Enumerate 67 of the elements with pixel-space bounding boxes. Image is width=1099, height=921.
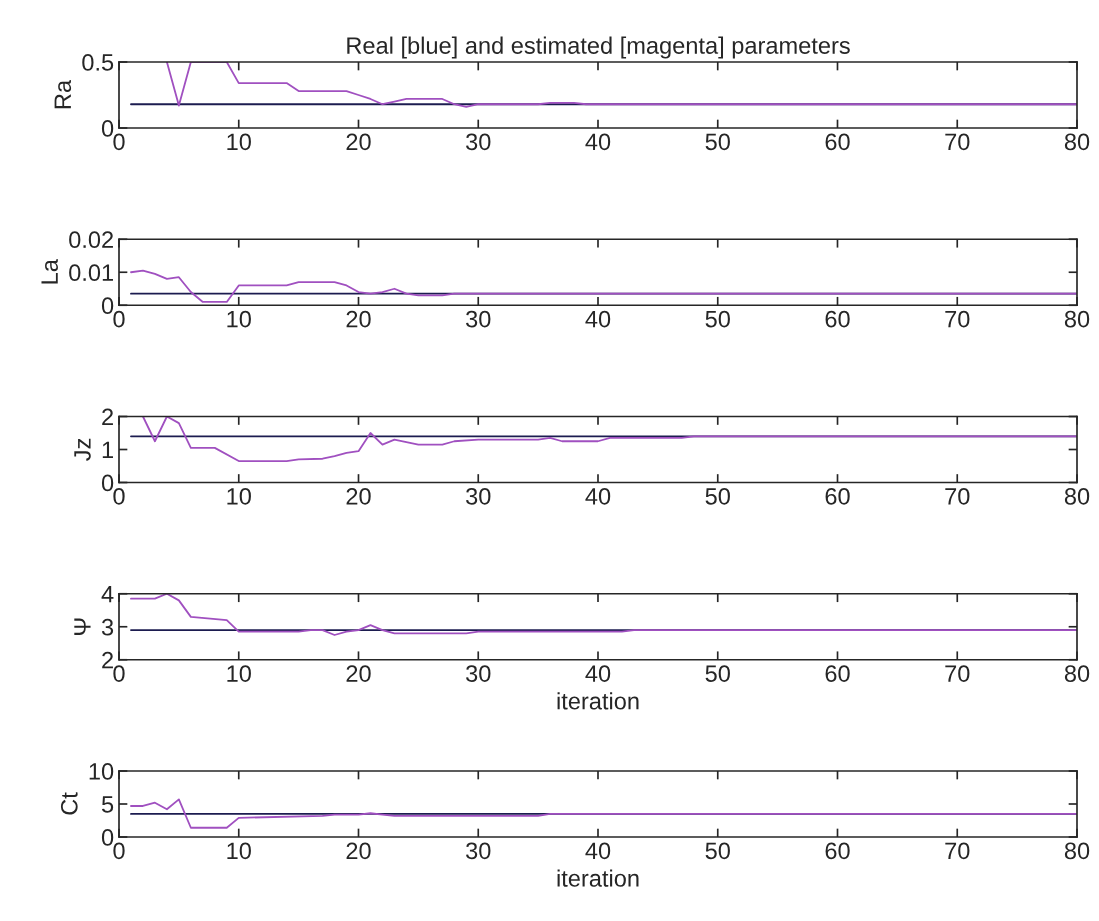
y-axis-title: Ra	[54, 79, 72, 109]
x-tick-label: 50	[705, 842, 730, 860]
x-tick-label: 0	[113, 310, 125, 328]
x-tick-label: 60	[825, 133, 850, 151]
x-tick-label: 70	[945, 842, 970, 860]
y-tick-label: 2	[102, 408, 113, 426]
x-tick-label: 60	[825, 487, 850, 505]
x-tick-label: 40	[585, 665, 611, 682]
y-tick-label: 0	[101, 297, 114, 315]
chart-title: Real [blue] and estimated [magenta] parameters	[347, 36, 850, 59]
x-tick-label: 20	[346, 487, 371, 505]
x-tick-label: 80	[1064, 310, 1090, 328]
x-tick-label: 0	[113, 842, 125, 860]
x-axis-title: iteration	[557, 692, 639, 710]
y-tick-label: 4	[101, 586, 114, 603]
x-tick-label: 0	[113, 133, 125, 151]
y-tick-label: 0.02	[69, 231, 113, 249]
y-axis-title: Jz	[74, 438, 91, 461]
x-tick-label: 50	[705, 665, 730, 682]
x-tick-label: 80	[1064, 842, 1090, 860]
x-tick-label: 10	[227, 665, 251, 682]
x-tick-label: 40	[585, 310, 611, 328]
y-tick-label: 0	[101, 474, 114, 492]
x-tick-label: 50	[705, 487, 730, 505]
x-tick-label: 10	[227, 487, 251, 505]
y-tick-label: 10	[89, 763, 114, 780]
y-tick-label: 0.5	[82, 54, 114, 71]
y-tick-label: 2	[102, 651, 113, 669]
x-tick-label: 80	[1064, 487, 1090, 505]
x-tick-label: 80	[1064, 665, 1090, 682]
y-tick-label: 1	[102, 441, 113, 459]
y-tick-label: 5	[101, 796, 114, 813]
x-tick-label: 30	[466, 842, 491, 860]
y-axis-title: La	[41, 259, 58, 284]
x-tick-label: 10	[227, 842, 251, 860]
y-tick-label: 3	[101, 618, 114, 636]
x-tick-label: 20	[346, 842, 371, 860]
x-tick-label: 30	[466, 310, 491, 328]
y-tick-label: 0	[101, 829, 114, 846]
x-tick-label: 70	[945, 665, 970, 682]
x-tick-label: 50	[705, 310, 730, 328]
x-tick-label: 50	[705, 133, 730, 151]
x-tick-label: 0	[113, 487, 125, 505]
x-tick-label: 30	[466, 665, 491, 682]
x-tick-label: 60	[825, 842, 850, 860]
x-tick-label: 20	[346, 665, 371, 682]
x-tick-label: 70	[945, 487, 970, 505]
x-tick-label: 20	[346, 133, 371, 151]
x-tick-label: 40	[585, 133, 611, 151]
x-tick-label: 40	[585, 842, 611, 860]
x-tick-label: 20	[346, 310, 371, 328]
x-tick-label: 40	[585, 487, 611, 505]
x-tick-label: 70	[945, 310, 970, 328]
x-tick-label: 0	[113, 665, 125, 682]
x-tick-label: 10	[227, 310, 251, 328]
y-tick-label: 0	[101, 120, 114, 137]
y-tick-label: 0.01	[69, 264, 113, 282]
x-tick-label: 80	[1064, 133, 1090, 151]
x-tick-label: 70	[945, 133, 970, 151]
x-tick-label: 30	[466, 133, 491, 151]
x-tick-label: 60	[825, 665, 850, 682]
y-axis-title: Ct	[60, 792, 78, 815]
x-tick-label: 10	[227, 133, 251, 151]
y-axis-title: Ψ	[74, 618, 91, 635]
x-tick-label: 60	[825, 310, 850, 328]
x-tick-label: 30	[466, 487, 491, 505]
x-axis-title: iteration	[557, 869, 639, 887]
